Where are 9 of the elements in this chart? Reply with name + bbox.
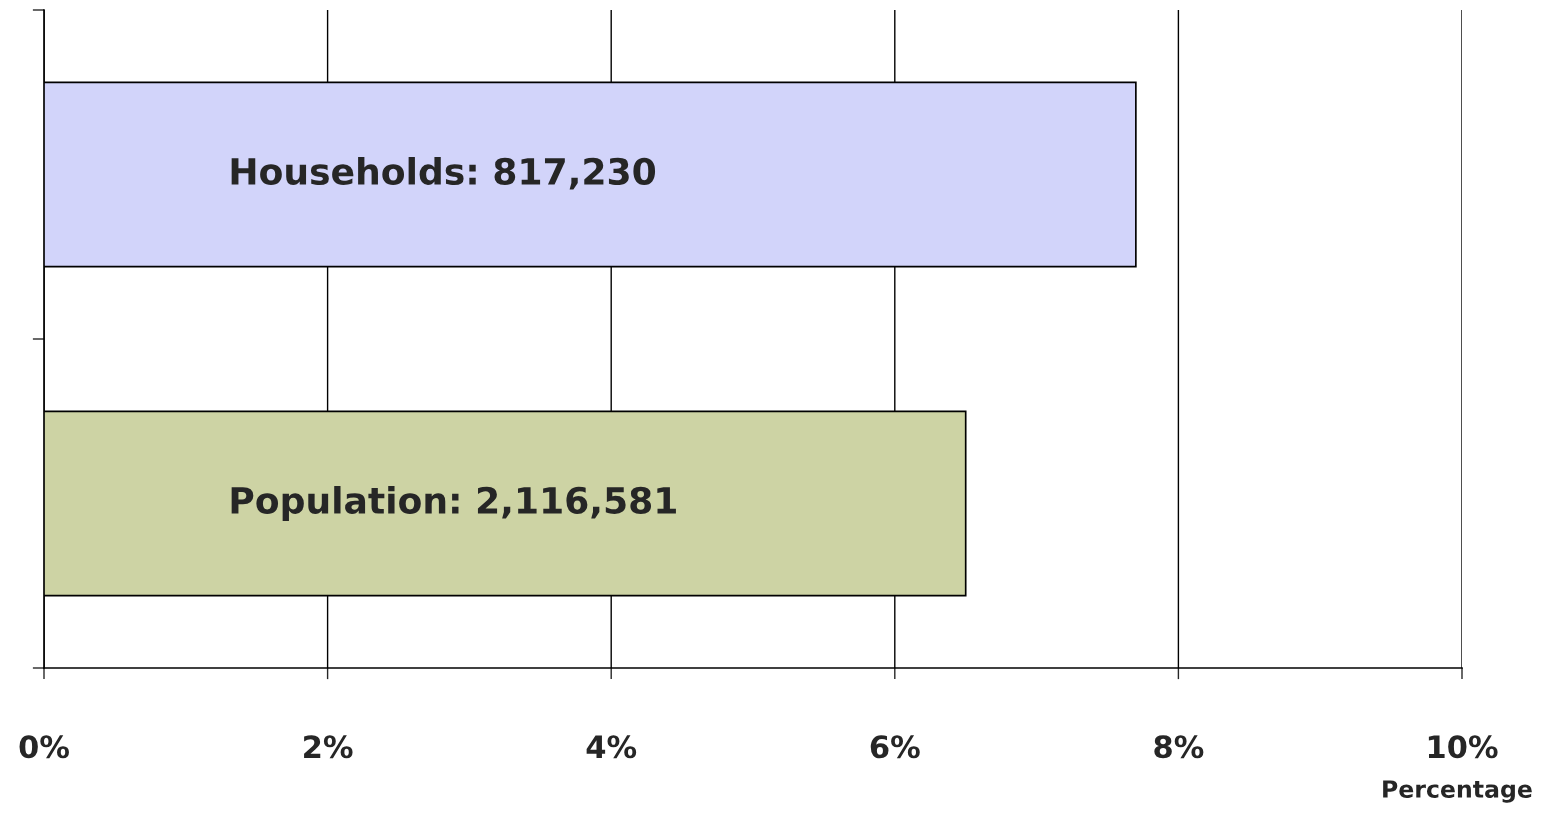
x-tick-label: 6% xyxy=(870,735,920,759)
x-tick-label: 8% xyxy=(1154,735,1204,759)
y-tick-label: Households: 817,230 xyxy=(231,157,656,190)
x-tick-label: 2% xyxy=(304,735,353,759)
x-axis-title: Percentage xyxy=(1383,780,1532,803)
x-tick-label: 4% xyxy=(586,735,637,759)
y-tick-label: Population: 2,116,581 xyxy=(231,486,676,521)
x-tick-label: 0% xyxy=(19,735,69,759)
x-tick-label: 10% xyxy=(1428,735,1498,759)
